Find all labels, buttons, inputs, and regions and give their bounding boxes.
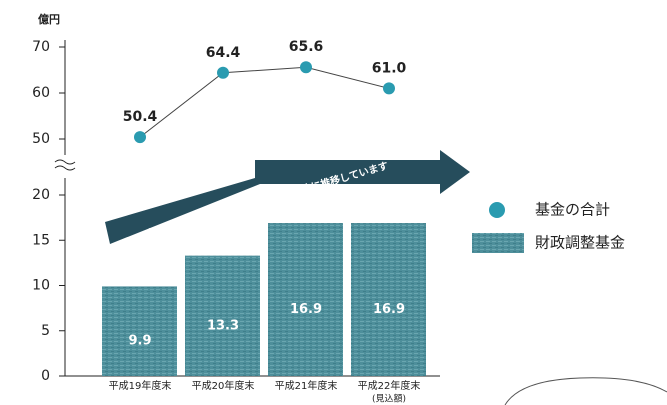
y2-tick-label: 50 xyxy=(32,131,50,147)
y2-tick-label: 70 xyxy=(32,39,50,55)
bar xyxy=(102,286,177,376)
legend-marker xyxy=(472,233,524,253)
point xyxy=(300,61,312,74)
x-tick-label: 平成22年度末 xyxy=(358,379,421,392)
y-tick-label: 5 xyxy=(41,323,50,339)
value-label: 64.4 xyxy=(206,45,241,61)
y2-tick-label: 60 xyxy=(32,85,50,101)
x-tick-note: (見込額) xyxy=(372,393,406,405)
scribble xyxy=(504,377,667,405)
x-tick-label: 平成20年度末 xyxy=(192,379,255,392)
legend-marker xyxy=(489,202,505,218)
y-tick-label: 10 xyxy=(32,278,50,294)
point xyxy=(134,131,146,144)
legend-label: 基金の合計 xyxy=(535,201,610,219)
y-unit: 億円 xyxy=(38,12,60,26)
point xyxy=(383,82,395,95)
bar-label: 16.9 xyxy=(373,302,405,317)
bar-label: 16.9 xyxy=(290,302,322,317)
value-label: 61.0 xyxy=(372,60,407,76)
x-tick-label: 平成19年度末 xyxy=(109,379,172,392)
axis-break xyxy=(54,159,76,171)
point xyxy=(217,66,229,79)
bar xyxy=(351,223,426,376)
bar-label: 13.3 xyxy=(207,318,239,333)
bar-label: 9.9 xyxy=(128,334,151,349)
line xyxy=(139,66,390,138)
y-tick-label: 0 xyxy=(41,368,50,384)
y-tick-label: 15 xyxy=(32,232,50,248)
y-tick-label: 20 xyxy=(32,187,50,203)
bar xyxy=(268,223,343,376)
legend-label: 財政調整基金 xyxy=(535,234,625,252)
value-label: 65.6 xyxy=(289,39,324,55)
value-label: 50.4 xyxy=(123,109,158,125)
bar xyxy=(185,255,260,376)
x-tick-label: 平成21年度末 xyxy=(275,379,338,392)
